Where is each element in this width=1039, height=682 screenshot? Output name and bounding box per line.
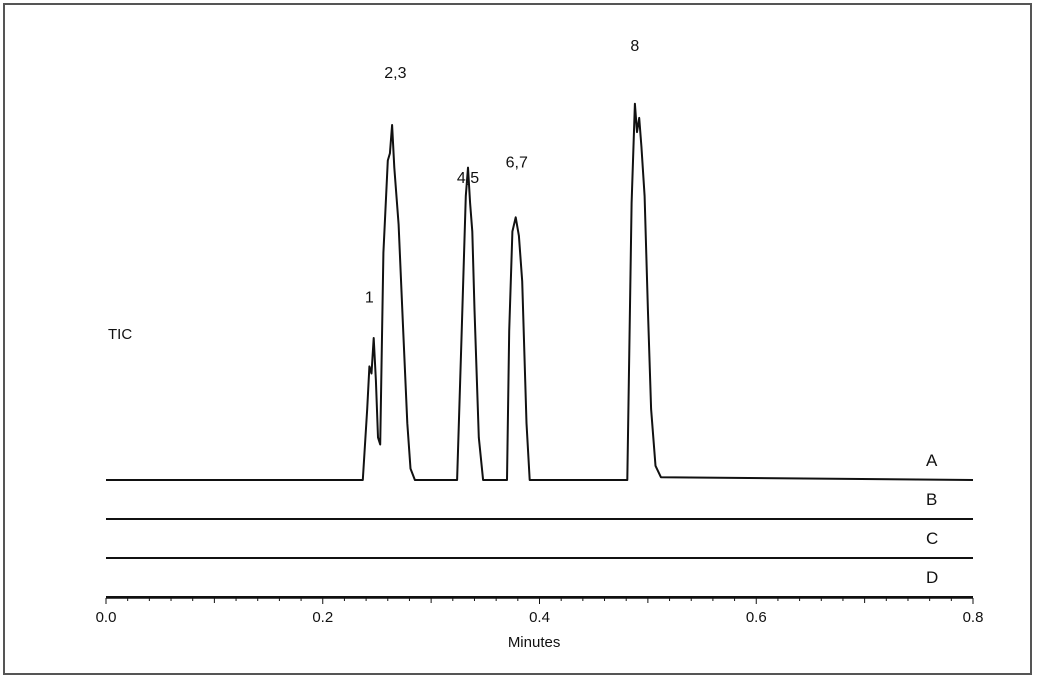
tic-label: TIC <box>108 326 132 343</box>
peak-label: 4,5 <box>457 170 479 187</box>
traces-group: A B C D <box>106 102 974 598</box>
peak-label: 8 <box>630 38 639 55</box>
x-tick-label: 0.4 <box>529 609 550 626</box>
labels-group: TIC Minutes 1 2,3 4,5 6,7 8 <box>108 38 639 651</box>
peak-label: 6,7 <box>506 155 528 172</box>
figure-frame <box>3 3 1032 675</box>
x-tick-label: 0.0 <box>96 609 117 626</box>
trace-label-c: C <box>926 529 938 548</box>
peak-label: 1 <box>365 290 374 307</box>
x-tick-label: 0.2 <box>312 609 333 626</box>
trace-label-b: B <box>926 490 937 509</box>
x-tick-label: 0.6 <box>746 609 767 626</box>
x-axis: 0.0 0.2 0.4 0.6 0.8 <box>96 597 984 626</box>
x-tick-label: 0.8 <box>963 609 984 626</box>
peak-label: 2,3 <box>384 65 406 82</box>
trace-label-a: A <box>926 451 938 470</box>
trace-a <box>106 102 974 481</box>
trace-label-d: D <box>926 568 938 587</box>
x-axis-title: Minutes <box>508 634 561 651</box>
